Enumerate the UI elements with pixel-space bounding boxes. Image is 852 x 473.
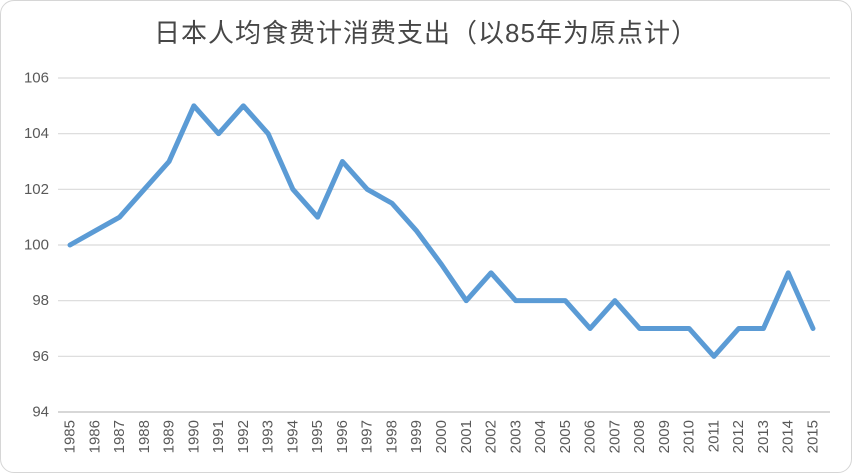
- y-axis-tick-label: 94: [32, 404, 49, 421]
- x-axis-labels-group: 1985 1986 1987 1988 1989 1990 1991 1992 1993 1994…: [62, 420, 822, 453]
- x-axis-tick-label: 1996: [334, 420, 351, 453]
- x-axis-tick-label: 1986: [86, 420, 103, 453]
- x-axis-tick-label: 2014: [780, 420, 797, 453]
- x-axis-tick-label: 1991: [210, 420, 227, 453]
- x-axis-tick-label: 2011: [705, 420, 722, 452]
- y-axis-tick-label: 96: [32, 348, 49, 365]
- x-axis-tick-label: 2008: [631, 420, 648, 453]
- x-axis-tick-label: 2010: [681, 420, 698, 453]
- x-axis-tick-label: 1993: [260, 420, 277, 453]
- y-axis-tick-label: 98: [32, 292, 49, 309]
- data-line: [67, 103, 816, 359]
- x-axis-tick-label: 1992: [235, 420, 252, 453]
- x-axis-tick-label: 1988: [136, 420, 153, 453]
- x-axis-tick-label: 2009: [656, 420, 673, 453]
- x-axis-tick-label: 1997: [359, 420, 376, 453]
- x-axis-tick-label: 2002: [483, 420, 500, 453]
- x-axis-tick-label: 1994: [284, 420, 301, 453]
- y-axis-tick-label: 100: [24, 237, 49, 254]
- x-axis-tick-label: 1998: [383, 420, 400, 453]
- x-axis-tick-label: 2006: [582, 420, 599, 453]
- y-axis-tick-label: 106: [24, 70, 49, 87]
- x-axis-tick-label: 2005: [557, 420, 574, 453]
- y-axis-tick-label: 104: [24, 125, 49, 142]
- x-axis-tick-label: 1990: [185, 420, 202, 453]
- x-axis-tick-label: 2015: [805, 420, 822, 453]
- x-axis-tick-label: 2012: [730, 420, 747, 453]
- x-axis-tick-label: 1995: [309, 420, 326, 453]
- x-axis-tick-label: 1989: [161, 420, 178, 453]
- x-axis-tick-label: 2000: [433, 420, 450, 453]
- x-axis-tick-label: 2001: [458, 420, 475, 453]
- y-axis-labels-group: 94 96 98 100 102 104 106: [24, 70, 49, 421]
- x-axis-tick-label: 1987: [111, 420, 128, 453]
- gridlines-group: [58, 77, 830, 413]
- x-axis-tick-label: 2007: [606, 420, 623, 453]
- x-axis-tick-label: 1985: [62, 420, 79, 453]
- chart-title: 日本人均食费计消费支出（以85年为原点计）: [154, 18, 698, 48]
- y-axis-tick-label: 102: [24, 181, 49, 198]
- x-axis-tick-label: 2004: [532, 420, 549, 453]
- x-axis-tick-label: 2013: [755, 420, 772, 453]
- x-axis-tick-label: 2003: [507, 420, 524, 453]
- x-axis-tick-label: 1999: [408, 420, 425, 453]
